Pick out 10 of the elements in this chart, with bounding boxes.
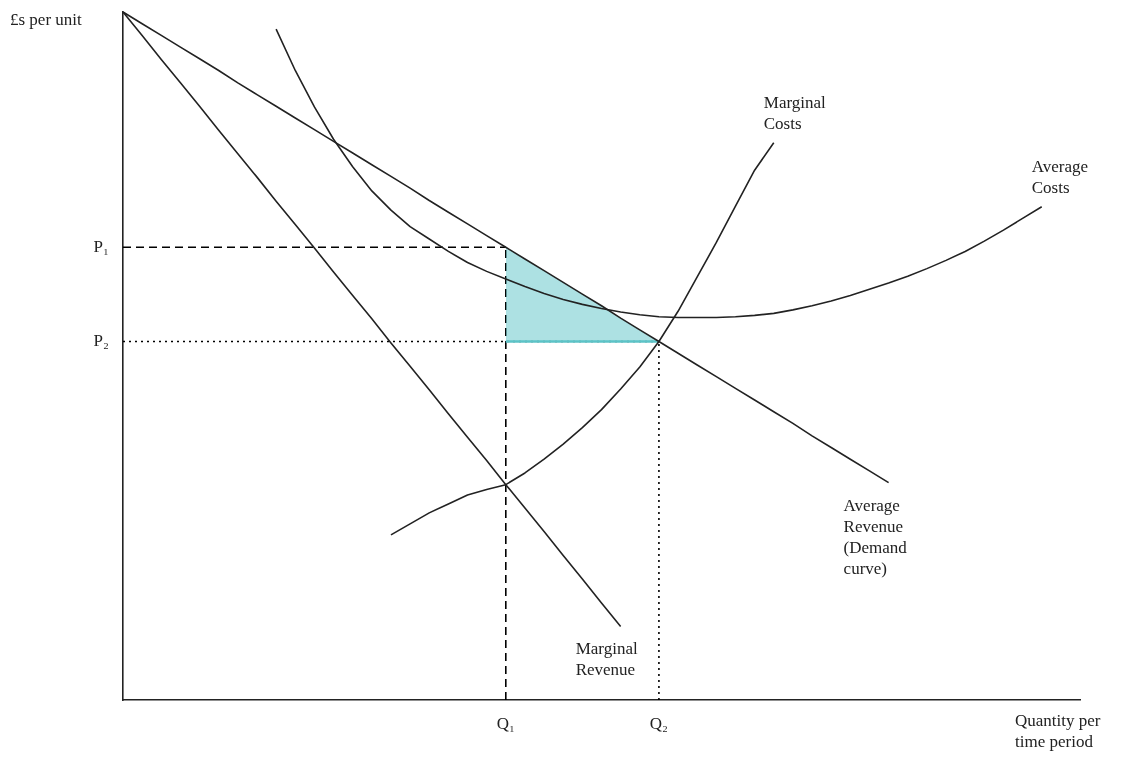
y-axis-title: £s per unit	[10, 10, 83, 29]
x-axis-title: Quantity per time period	[1015, 711, 1101, 751]
series-label: Average Costs	[1031, 156, 1089, 197]
ref-line-label: P₁	[93, 236, 109, 256]
x-tick-label: Q₁	[496, 713, 515, 733]
series-label: Average Revenue (Demand curve)	[843, 495, 908, 578]
x-tick-label: Q₂	[649, 713, 669, 733]
series-label: Marginal Revenue	[575, 639, 638, 680]
series-label: Marginal Costs	[763, 92, 827, 133]
ref-line-label: P₂	[93, 331, 109, 351]
